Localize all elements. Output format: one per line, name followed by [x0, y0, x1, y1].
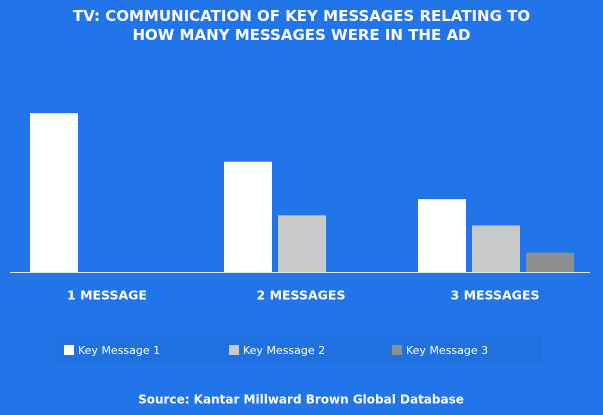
bar — [472, 225, 520, 272]
legend-label: Key Message 2 — [243, 344, 325, 357]
bar — [278, 215, 326, 272]
bar — [224, 161, 272, 272]
chart-title: TV: COMMUNICATION OF KEY MESSAGES RELATI… — [72, 7, 531, 44]
source: Source: Kantar Millward Brown Global Dat… — [138, 393, 464, 407]
legend-swatch — [64, 345, 74, 355]
x-tick-label: 3 MESSAGES — [451, 288, 540, 303]
legend-swatch — [392, 345, 402, 355]
bar — [30, 113, 78, 272]
legend-background — [55, 337, 542, 363]
legend-swatch — [229, 345, 239, 355]
bar — [526, 252, 574, 272]
x-tick-label: 1 MESSAGE — [67, 288, 147, 303]
legend-label: Key Message 1 — [78, 344, 160, 357]
legend-label: Key Message 3 — [406, 344, 488, 357]
x-tick-label: 2 MESSAGES — [257, 288, 346, 303]
bar — [418, 199, 466, 272]
